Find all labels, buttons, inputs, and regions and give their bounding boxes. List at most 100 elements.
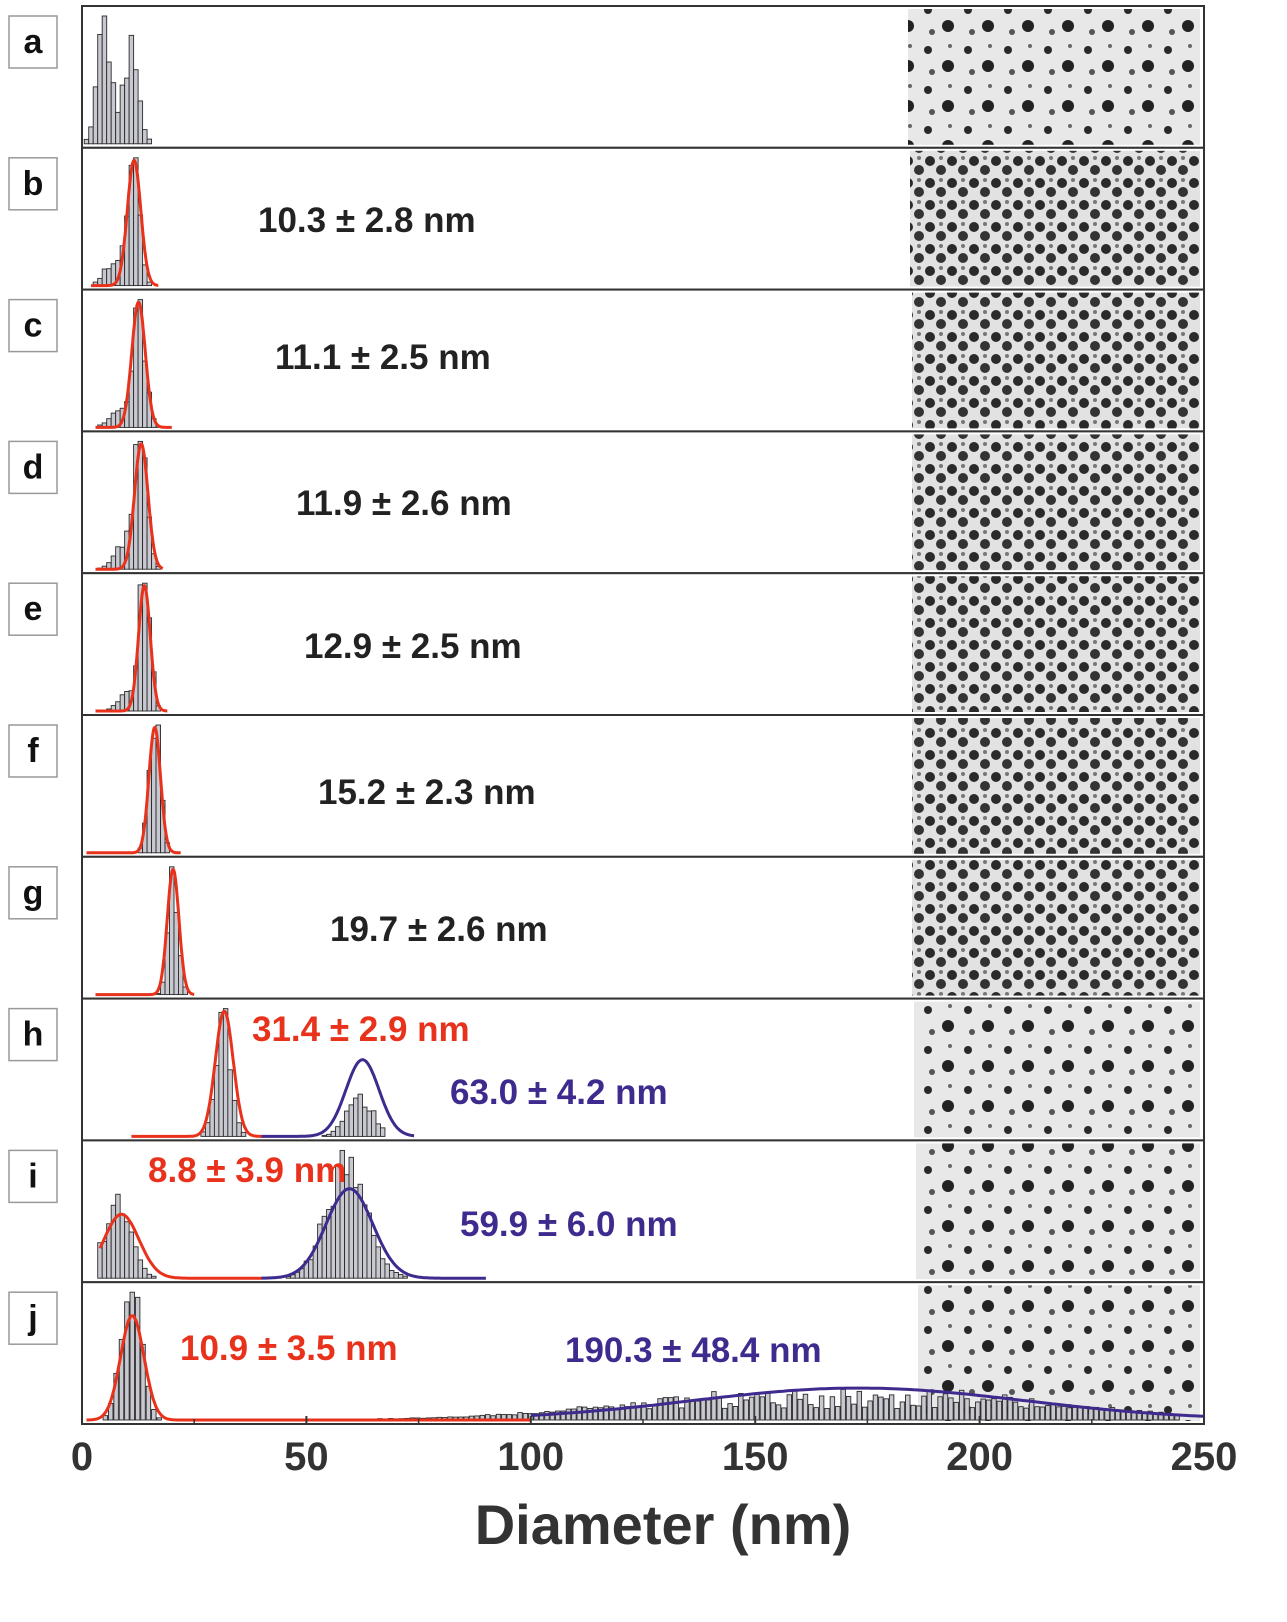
x-axis-label: Diameter (nm) xyxy=(475,1493,852,1556)
histogram-bar xyxy=(716,1397,722,1421)
panel-label-box xyxy=(8,724,58,778)
histogram-bar xyxy=(915,1405,922,1421)
fit-curve-red xyxy=(95,867,195,997)
histogram-bar xyxy=(678,1407,685,1421)
panel-label-box xyxy=(8,866,58,920)
histogram-bar xyxy=(335,1126,341,1137)
fit-label: 10.9 ± 3.5 nm xyxy=(180,1329,398,1368)
histogram-bar xyxy=(1158,1411,1164,1421)
histogram-bar xyxy=(1045,1405,1051,1421)
histogram-bar xyxy=(118,1338,125,1421)
histogram-bar xyxy=(128,1231,135,1279)
panel-h: h 31.4 ± 2.9 nm 63.0 ± 4.2 nm xyxy=(8,997,1205,1142)
histogram-bar xyxy=(937,1396,943,1421)
panel-j: j 10.9 ± 3.5 nm 190.3 ± 48.4 nm xyxy=(8,1281,1205,1425)
x-axis: 0 50 100 150 200 250 Diameter (nm) xyxy=(71,1416,1237,1556)
panel-label-box xyxy=(8,15,58,69)
fit-label: 11.9 ± 2.6 nm xyxy=(296,484,512,523)
histogram-bar xyxy=(330,1130,337,1137)
histogram-bar xyxy=(151,737,157,854)
histogram-bar xyxy=(362,1204,368,1279)
histogram-bar xyxy=(1104,1409,1110,1421)
histogram-bar xyxy=(1007,1396,1013,1421)
histogram-bar xyxy=(124,1301,130,1421)
histogram-bar xyxy=(1120,1411,1126,1421)
histogram-bar xyxy=(958,1389,965,1421)
histogram-bar xyxy=(88,126,94,145)
histogram-bar xyxy=(673,1396,679,1421)
histogram-bar xyxy=(845,1395,852,1421)
histogram-bar xyxy=(808,1404,814,1421)
histogram-bar xyxy=(353,1097,359,1137)
histogram-bar xyxy=(142,129,148,145)
histogram-bar xyxy=(603,1405,609,1421)
histogram-bar xyxy=(598,1407,604,1421)
histogram-bar xyxy=(124,1221,130,1279)
histogram-bar xyxy=(308,1259,314,1279)
histogram-bar xyxy=(818,1395,825,1421)
histogram-bar xyxy=(1012,1401,1019,1421)
histogram-bar xyxy=(791,1389,798,1421)
histogram-bar xyxy=(1082,1407,1089,1421)
histogram-bar xyxy=(124,77,130,145)
histogram-bar xyxy=(348,1104,354,1137)
histogram-bar xyxy=(851,1403,857,1421)
histogram-bar xyxy=(388,1270,395,1279)
histogram-bar xyxy=(705,1399,712,1421)
fit-curve-red xyxy=(131,1009,262,1138)
fit-label: 10.3 ± 2.8 nm xyxy=(258,201,476,240)
histogram-bar xyxy=(1034,1406,1040,1421)
histogram-bar xyxy=(813,1407,819,1421)
histogram-bar xyxy=(393,1272,399,1279)
histogram-bar xyxy=(824,1408,830,1421)
histogram-bar xyxy=(227,1069,233,1137)
histogram-bar xyxy=(106,268,112,287)
panel-label-box xyxy=(8,298,58,353)
panel-d: d 11.9 ± 2.6 nm xyxy=(8,430,1205,575)
histogram-bar xyxy=(142,1267,148,1279)
histogram-bar xyxy=(711,1391,717,1421)
histogram-bar xyxy=(1023,1407,1029,1421)
x-tick-label: 200 xyxy=(946,1435,1013,1479)
histogram-bar xyxy=(231,1099,238,1137)
histogram-bar xyxy=(1147,1410,1153,1421)
histogram-bar xyxy=(151,1275,157,1279)
panel-label-a: a xyxy=(24,23,44,61)
tem-micrograph-b xyxy=(910,150,1200,287)
histogram-bar xyxy=(101,1241,108,1279)
histogram-bar xyxy=(910,1404,916,1421)
histogram-bar xyxy=(129,1291,135,1421)
histogram-bar xyxy=(1066,1407,1073,1421)
tem-micrograph-a xyxy=(908,9,1200,145)
panel-label-f: f xyxy=(27,732,39,770)
histogram-bar xyxy=(775,1404,782,1421)
histogram-bar xyxy=(964,1398,970,1421)
fit-curve-red xyxy=(95,442,164,571)
histogram-bar xyxy=(137,1259,144,1279)
fit-curve-red xyxy=(86,725,181,855)
histogram-bar xyxy=(1131,1412,1137,1421)
histogram-bar xyxy=(1002,1394,1008,1421)
histogram-bar xyxy=(1136,1409,1143,1421)
histogram-bar xyxy=(92,86,99,145)
panel-g: g 19.7 ± 2.6 nm xyxy=(8,855,1205,1000)
histogram-bar xyxy=(379,1258,386,1279)
fit-curve-red xyxy=(95,583,168,713)
panel-a: a xyxy=(8,5,1205,149)
histogram-bar xyxy=(786,1394,793,1421)
histogram-bar xyxy=(899,1401,906,1421)
histogram-bar xyxy=(339,1120,346,1137)
histogram-bar xyxy=(115,546,121,570)
panel-label-box xyxy=(8,1149,58,1204)
histogram-bar xyxy=(721,1407,728,1421)
histogram-bar xyxy=(641,1402,647,1421)
histogram-bar xyxy=(905,1394,911,1421)
histogram-bar xyxy=(110,1204,117,1279)
histogram-bar xyxy=(630,1402,636,1421)
histogram-bar xyxy=(1055,1406,1062,1421)
fit-label: 63.0 ± 4.2 nm xyxy=(450,1073,668,1112)
histogram-bar xyxy=(651,1404,658,1421)
histogram-bar xyxy=(83,138,90,145)
histogram-bar xyxy=(765,1391,771,1421)
